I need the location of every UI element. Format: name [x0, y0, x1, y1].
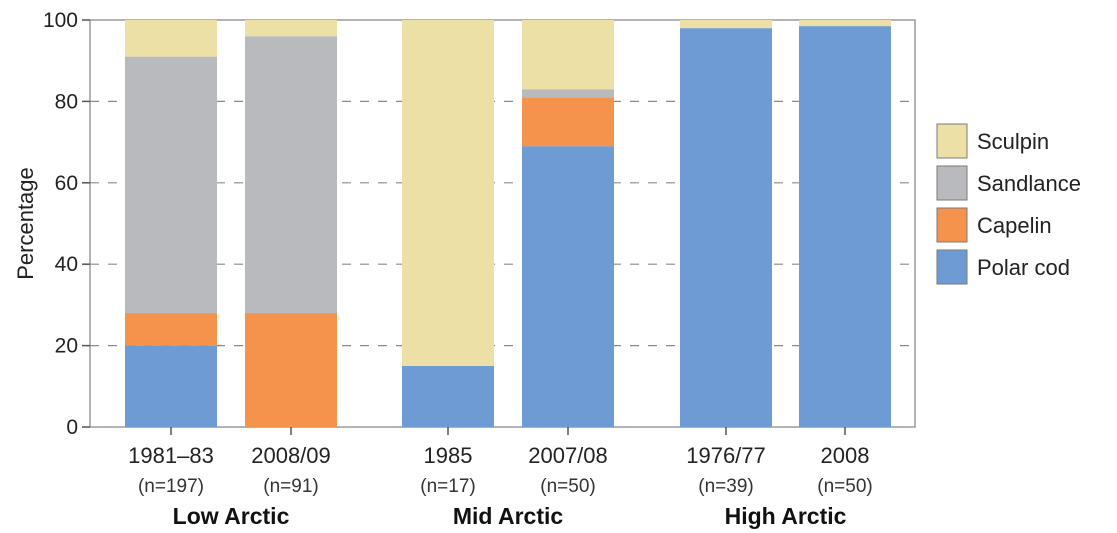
bar-segment-polar-cod [522, 146, 614, 428]
x-tick-label: 2008/09 [251, 443, 331, 468]
y-axis-label: Percentage [13, 167, 38, 280]
bar-segment-sculpin [680, 20, 772, 29]
legend-swatch [936, 123, 968, 159]
sample-size-label: (n=197) [138, 476, 204, 497]
group-label: Low Arctic [173, 503, 290, 529]
x-tick-label: 2008 [821, 443, 870, 468]
legend-label: Polar cod [977, 255, 1070, 280]
bar-segment-capelin [522, 97, 614, 147]
legend-label: Sculpin [977, 129, 1049, 154]
y-tick-label: 100 [43, 9, 78, 32]
bar-segment-sculpin [799, 20, 891, 27]
sample-size-label: (n=39) [698, 476, 753, 497]
sample-size-label: (n=17) [420, 476, 475, 497]
x-tick-label: 1976/77 [686, 443, 766, 468]
x-tick-label: 1981–83 [128, 443, 214, 468]
sample-size-label: (n=91) [263, 476, 318, 497]
bar-segment-sculpin [402, 20, 494, 366]
bar-segment-capelin [245, 313, 337, 427]
group-label: High Arctic [725, 503, 847, 529]
legend-swatch [936, 249, 968, 285]
y-tick-label: 60 [55, 172, 78, 195]
legend-swatch [936, 165, 968, 201]
y-tick-label: 80 [55, 90, 78, 113]
bar-segment-polar-cod [680, 28, 772, 427]
sample-size-label: (n=50) [817, 476, 872, 497]
bar-segment-sculpin [125, 20, 217, 57]
legend-swatch [936, 207, 968, 243]
x-tick-label: 2007/08 [528, 443, 608, 468]
bar-segment-sandlance [522, 89, 614, 98]
legend-label: Sandlance [977, 171, 1081, 196]
bar-segment-polar-cod [125, 345, 217, 427]
sample-size-label: (n=50) [540, 476, 595, 497]
bar-segment-sculpin [245, 20, 337, 37]
legend-label: Capelin [977, 213, 1052, 238]
bar-segment-capelin [125, 313, 217, 346]
bar-segment-polar-cod [799, 26, 891, 427]
group-label: Mid Arctic [453, 503, 564, 529]
y-tick-label: 40 [55, 253, 78, 276]
y-tick-label: 0 [66, 416, 78, 439]
bar-segment-sculpin [522, 20, 614, 90]
plot-area [89, 19, 916, 428]
bar-segment-polar-cod [402, 365, 494, 427]
bar-segment-sandlance [245, 36, 337, 314]
x-tick-label: 1985 [424, 443, 473, 468]
y-tick-label: 20 [55, 335, 78, 358]
bar-segment-sandlance [125, 56, 217, 314]
